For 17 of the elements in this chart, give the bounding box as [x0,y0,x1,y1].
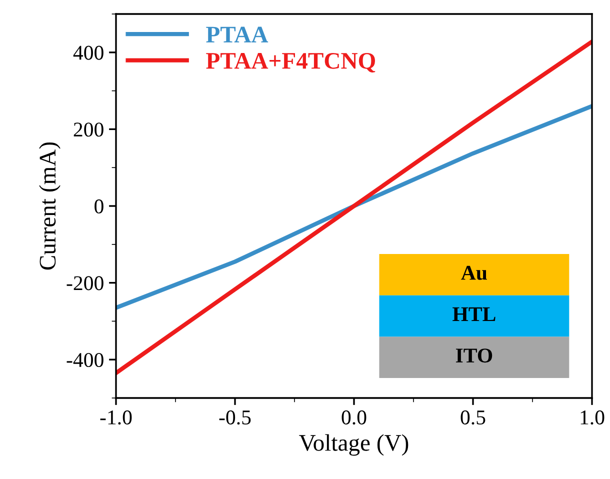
annotation: Au [461,266,487,280]
legend-label: PTAA+F4TCNQ [206,52,376,72]
x-tick-label: 0.0 [342,410,366,425]
y-tick-label: -400 [66,352,104,368]
x-tick-label: -1.0 [100,410,132,425]
annotation: ITO [456,348,492,363]
x-tick-label: -0.5 [219,410,251,425]
legend-label: PTAA [206,26,268,42]
y-tick-label: 0 [94,199,104,214]
y-axis-title: Current (mA) [39,142,60,270]
x-axis-title: Voltage (V) [299,434,408,456]
y-tick-label: 200 [74,122,104,137]
y-tick-label: 400 [73,46,104,60]
x-tick-label: 0.5 [460,410,486,425]
annotation: HTL [452,307,496,322]
y-tick-label: -200 [66,276,104,290]
x-tick-label: 1.0 [580,410,604,425]
